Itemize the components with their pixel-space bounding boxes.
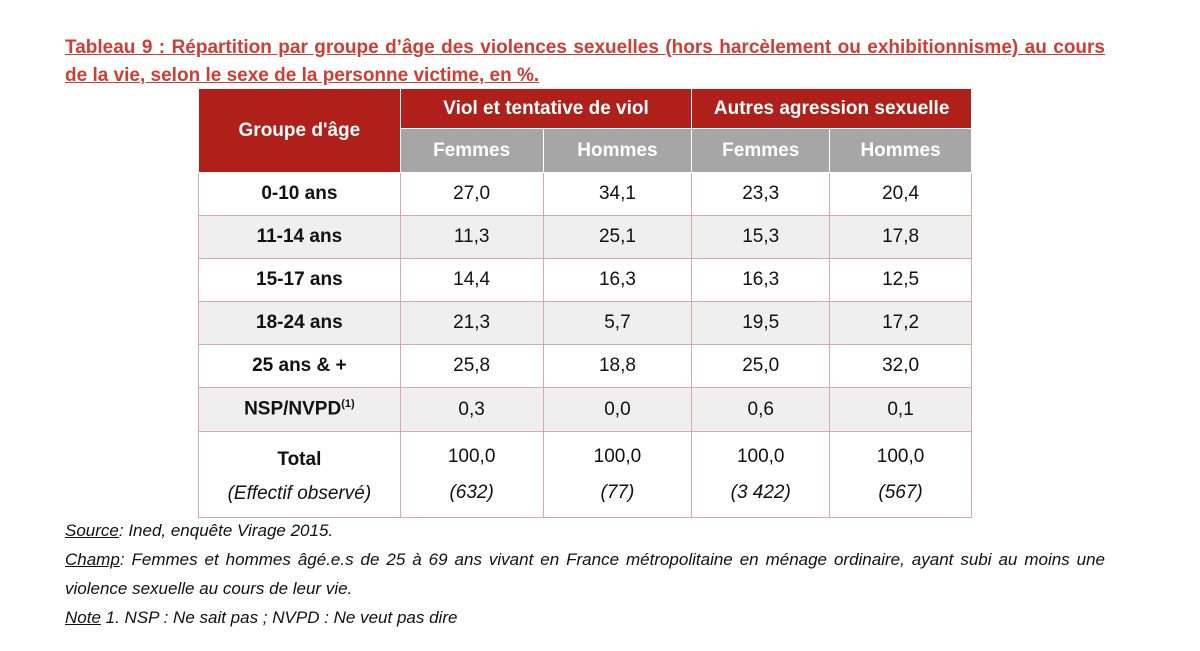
table-row: 15-17 ans 14,4 16,3 16,3 12,5 bbox=[198, 258, 972, 302]
table-cell: 16,3 bbox=[691, 258, 831, 302]
table-cell: 0,3 bbox=[399, 387, 544, 432]
subheader: Femmes bbox=[399, 128, 544, 173]
total-cell: 100,0 (632) bbox=[399, 431, 544, 518]
table-row: 18-24 ans 21,3 5,7 19,5 17,2 bbox=[198, 301, 972, 345]
row-label: 15-17 ans bbox=[198, 258, 401, 302]
subheader: Hommes bbox=[542, 128, 693, 173]
total-label: Total (Effectif observé) bbox=[198, 431, 401, 518]
table-row: 0-10 ans 27,0 34,1 23,3 20,4 bbox=[198, 172, 972, 216]
table-row: 25 ans & +25,8 18,8 25,0 32,0 bbox=[198, 344, 972, 388]
subheader: Hommes bbox=[829, 128, 972, 173]
table-cell: 16,3 bbox=[542, 258, 693, 302]
table-cell: 15,3 bbox=[691, 215, 831, 259]
total-cell: 100,0 (3 422) bbox=[691, 431, 831, 518]
row-label: 0-10 ans bbox=[198, 172, 401, 216]
table-cell: 0,0 bbox=[542, 387, 693, 432]
table-cell: 17,2 bbox=[829, 301, 972, 345]
table-cell: 27,0 bbox=[399, 172, 544, 216]
table-cell: 23,3 bbox=[691, 172, 831, 216]
total-cell: 100,0 (567) bbox=[829, 431, 972, 518]
header-age-group: Groupe d'âge bbox=[198, 88, 401, 173]
table-row: 11-14 ans 11,3 25,1 15,3 17,8 bbox=[198, 215, 972, 259]
champ-note: Champ: Femmes et hommes âgé.e.s de 25 à … bbox=[65, 550, 1105, 598]
source-note: Source: Ined, enquête Virage 2015. bbox=[65, 521, 334, 540]
total-row: Total (Effectif observé) 100,0 (632) 100,0… bbox=[198, 431, 972, 518]
row-label: 11-14 ans bbox=[198, 215, 401, 259]
total-cell: 100,0 (77) bbox=[542, 431, 693, 518]
table-row: NSP/NVPD(1) 0,3 0,0 0,6 0,1 bbox=[198, 387, 972, 432]
table-cell: 32,0 bbox=[829, 344, 972, 388]
table-cell: 0,1 bbox=[829, 387, 972, 432]
table-cell: 20,4 bbox=[829, 172, 972, 216]
table-cell: 25,0 bbox=[691, 344, 831, 388]
row-label: NSP/NVPD(1) bbox=[198, 387, 401, 432]
header-group-autres: Autres agression sexuelle bbox=[691, 88, 972, 129]
table-cell: 34,1 bbox=[542, 172, 693, 216]
table-cell: 5,7 bbox=[542, 301, 693, 345]
table-cell: 25,8 bbox=[399, 344, 544, 388]
table-cell: 19,5 bbox=[691, 301, 831, 345]
header-group-viol: Viol et tentative de viol bbox=[399, 88, 693, 129]
table-cell: 12,5 bbox=[829, 258, 972, 302]
row-label: 18-24 ans bbox=[198, 301, 401, 345]
table-cell: 21,3 bbox=[399, 301, 544, 345]
table-cell: 25,1 bbox=[542, 215, 693, 259]
table-cell: 11,3 bbox=[399, 215, 544, 259]
table-title: Tableau 9 : Répartition par groupe d’âge… bbox=[65, 37, 1105, 86]
footnotes: Source: Ined, enquête Virage 2015. Champ… bbox=[65, 516, 1105, 632]
row-label: 25 ans & + bbox=[198, 344, 401, 388]
note-1: Note 1. NSP : Ne sait pas ; NVPD : Ne ve… bbox=[65, 608, 458, 627]
table-cell: 14,4 bbox=[399, 258, 544, 302]
data-table: Groupe d'âge Viol et tentative de viol A… bbox=[198, 88, 972, 518]
subheader: Femmes bbox=[691, 128, 831, 173]
table-cell: 17,8 bbox=[829, 215, 972, 259]
table-cell: 18,8 bbox=[542, 344, 693, 388]
table-cell: 0,6 bbox=[691, 387, 831, 432]
